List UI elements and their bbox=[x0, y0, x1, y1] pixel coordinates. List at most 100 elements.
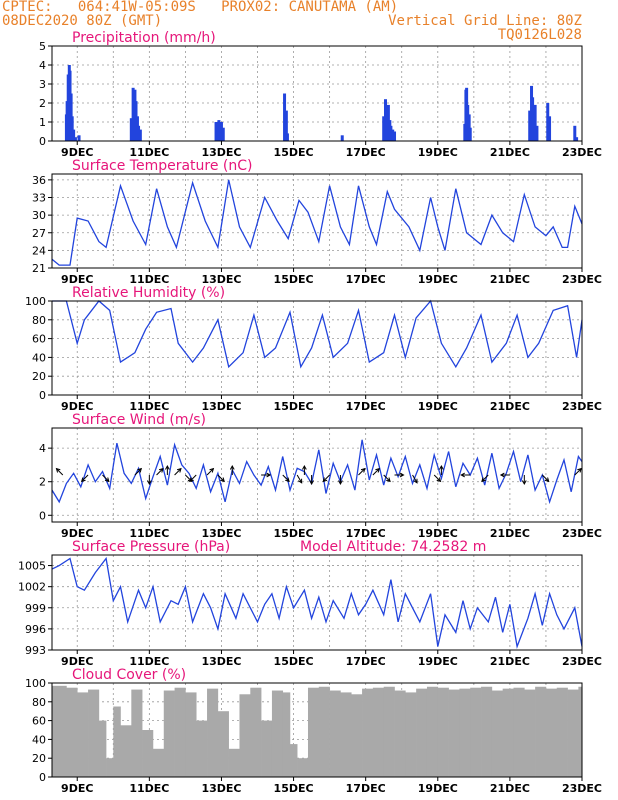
y-tick-label: 100 bbox=[25, 677, 46, 690]
y-tick-label: 21 bbox=[32, 262, 46, 275]
y-tick-label: 1002 bbox=[18, 581, 46, 594]
chart-title-3: Surface Wind (m/s) bbox=[72, 412, 206, 428]
x-tick-label: 19DEC bbox=[418, 655, 458, 668]
precip-bar bbox=[389, 125, 393, 141]
x-tick-label: 21DEC bbox=[490, 655, 530, 668]
x-tick-label: 19DEC bbox=[418, 527, 458, 540]
header-model-code: TQ0126L028 bbox=[497, 27, 582, 43]
cloud-cover-bar bbox=[261, 720, 273, 777]
precip-bar bbox=[284, 110, 288, 141]
wind-arrow bbox=[156, 468, 164, 476]
wind-arrow-head bbox=[460, 472, 465, 478]
wind-arrow bbox=[322, 474, 330, 482]
chart-subtitle-4: Model Altitude: 74.2582 m bbox=[300, 539, 486, 555]
wind-arrow bbox=[433, 474, 441, 482]
precip-bar bbox=[285, 133, 289, 141]
x-tick-label: 9DEC bbox=[61, 527, 93, 540]
wind-arrow-head bbox=[229, 464, 235, 470]
wind-arrow-head bbox=[577, 467, 582, 473]
precip-bar bbox=[77, 135, 81, 141]
x-tick-label: 13DEC bbox=[201, 146, 241, 159]
cloud-cover-bar bbox=[491, 690, 503, 777]
precip-bar bbox=[72, 129, 76, 141]
wind-arrow-head bbox=[521, 480, 527, 486]
series-line-3 bbox=[51, 439, 583, 505]
x-tick-label: 21DEC bbox=[490, 273, 530, 286]
wind-arrow bbox=[102, 474, 110, 482]
wind-arrow-head bbox=[399, 472, 405, 478]
cloud-cover-bar bbox=[567, 689, 579, 777]
cloud-cover-bar bbox=[437, 687, 449, 777]
y-tick-label: 60 bbox=[32, 333, 46, 346]
cloud-cover-bar bbox=[556, 687, 568, 777]
precip-bar bbox=[573, 125, 577, 141]
chart-title-4: Surface Pressure (hPa) bbox=[72, 539, 230, 555]
wind-arrow-head bbox=[360, 467, 366, 473]
wind-arrow bbox=[134, 468, 142, 476]
chart-frame-4 bbox=[51, 554, 583, 651]
chart-frame-1 bbox=[51, 173, 583, 269]
x-tick-label: 23DEC bbox=[562, 782, 602, 795]
series-line-4 bbox=[51, 556, 583, 649]
cloud-cover-bar bbox=[196, 720, 208, 777]
x-tick-label: 15DEC bbox=[274, 273, 314, 286]
x-tick-label: 11DEC bbox=[129, 782, 169, 795]
y-tick-label: 30 bbox=[32, 209, 46, 222]
cloud-cover-bar bbox=[113, 706, 121, 777]
chart-title-2: Relative Humidity (%) bbox=[72, 285, 225, 301]
precip-bar bbox=[283, 93, 287, 141]
y-tick-label: 0 bbox=[39, 509, 46, 522]
y-tick-label: 0 bbox=[39, 389, 46, 402]
cloud-cover-bar bbox=[207, 688, 219, 777]
wind-arrow-head bbox=[302, 464, 307, 470]
cloud-cover-bar bbox=[502, 688, 514, 777]
x-tick-label: 19DEC bbox=[418, 146, 458, 159]
cloud-cover-bar bbox=[362, 688, 374, 777]
wind-arrow-head bbox=[176, 467, 182, 473]
series-line-2 bbox=[52, 299, 583, 369]
x-tick-label: 17DEC bbox=[346, 655, 386, 668]
cloud-cover-bar bbox=[481, 686, 493, 777]
wind-arrow-head bbox=[266, 472, 272, 478]
x-tick-label: 13DEC bbox=[201, 655, 241, 668]
precip-bar bbox=[393, 131, 397, 141]
y-tick-label: 80 bbox=[32, 314, 46, 327]
wind-arrow bbox=[541, 474, 550, 482]
y-tick-label: 33 bbox=[32, 192, 46, 205]
x-tick-label: 19DEC bbox=[418, 782, 458, 795]
wind-arrow bbox=[174, 468, 182, 476]
wind-arrow bbox=[383, 474, 391, 482]
y-tick-label: 40 bbox=[32, 351, 46, 364]
y-tick-label: 24 bbox=[32, 244, 46, 257]
chart-title-0: Precipitation (mm/h) bbox=[72, 30, 216, 46]
x-tick-label: 9DEC bbox=[61, 146, 93, 159]
x-tick-label: 11DEC bbox=[129, 400, 169, 413]
precip-bar bbox=[468, 127, 472, 141]
cloud-cover-bar bbox=[120, 725, 132, 777]
cloud-cover-bar bbox=[66, 687, 78, 777]
cloud-cover-bar bbox=[282, 692, 291, 777]
cloud-cover-bar bbox=[383, 686, 395, 777]
precip-bar bbox=[131, 87, 135, 141]
cloud-cover-bar bbox=[297, 758, 309, 777]
wind-arrow bbox=[574, 468, 582, 476]
x-tick-label: 15DEC bbox=[274, 400, 314, 413]
x-tick-label: 13DEC bbox=[201, 782, 241, 795]
wind-arrow bbox=[81, 474, 89, 482]
x-tick-label: 11DEC bbox=[129, 527, 169, 540]
x-tick-label: 11DEC bbox=[129, 146, 169, 159]
cloud-cover-bar bbox=[174, 687, 186, 777]
cloud-cover-bar bbox=[524, 689, 536, 777]
cloud-cover-bar bbox=[228, 748, 240, 777]
y-tick-label: 100 bbox=[25, 295, 46, 308]
x-tick-label: 23DEC bbox=[562, 655, 602, 668]
cloud-cover-bar bbox=[131, 689, 143, 777]
precip-bar bbox=[548, 116, 552, 141]
precip-bar bbox=[384, 99, 388, 141]
cloud-cover-bar bbox=[535, 686, 547, 777]
x-tick-label: 23DEC bbox=[562, 146, 602, 159]
cloud-cover-bar bbox=[578, 686, 583, 777]
y-tick-label: 60 bbox=[32, 715, 46, 728]
wind-arrow bbox=[481, 474, 489, 482]
wind-arrow-head bbox=[386, 477, 391, 483]
